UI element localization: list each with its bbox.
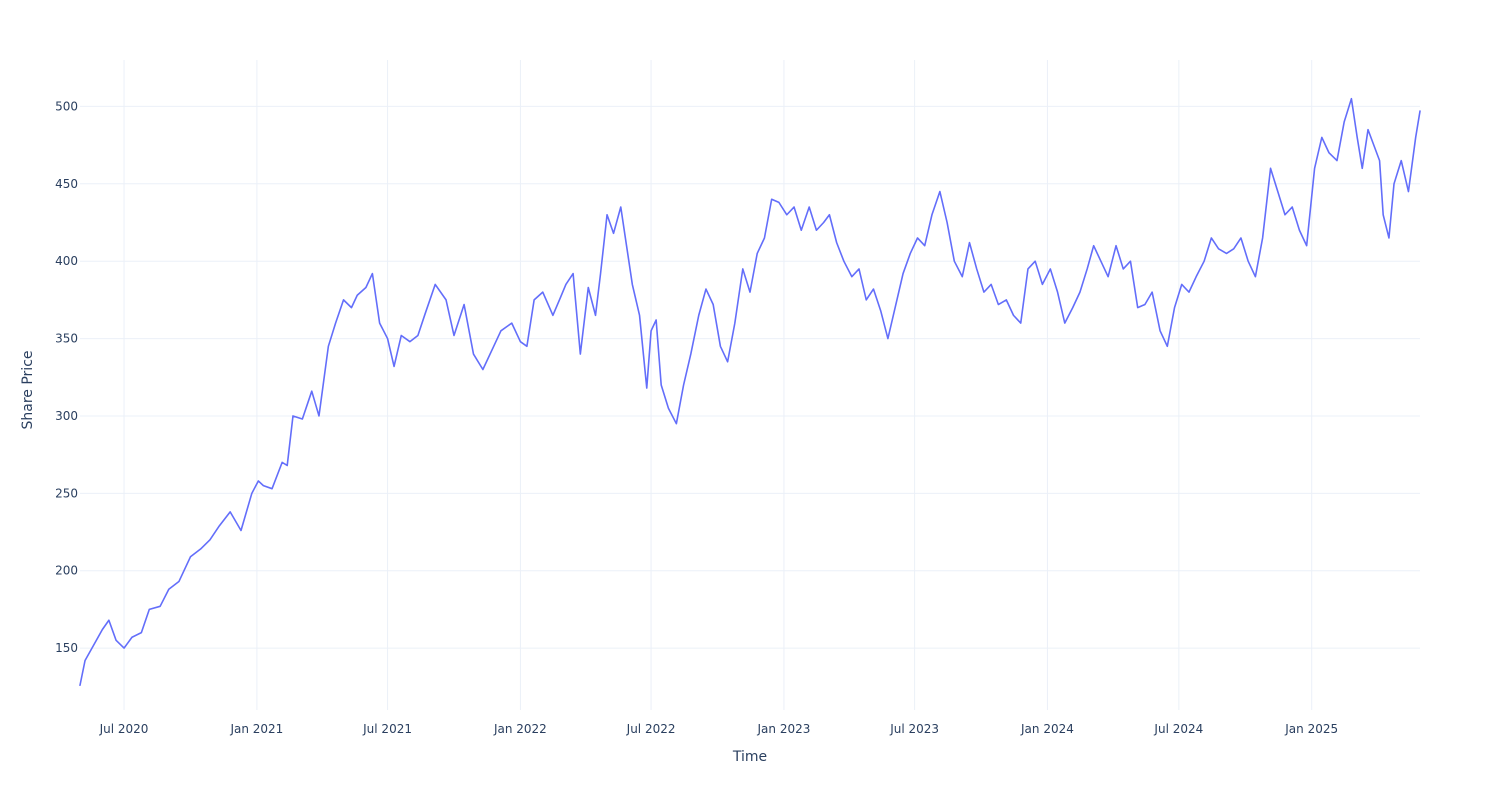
y-tick-label: 200 [55, 564, 78, 578]
x-axis-title: Time [732, 749, 767, 765]
y-tick-label: 350 [55, 332, 78, 346]
y-tick-label: 300 [55, 409, 78, 423]
y-tick-label: 150 [55, 641, 78, 655]
x-tick-label: Jul 2022 [626, 722, 676, 736]
y-tick-label: 450 [55, 177, 78, 191]
x-tick-label: Jul 2020 [99, 722, 149, 736]
x-tick-label: Jan 2023 [757, 722, 811, 736]
x-tick-label: Jul 2023 [889, 722, 939, 736]
x-tick-label: Jan 2021 [229, 722, 283, 736]
y-tick-label: 400 [55, 254, 78, 268]
y-tick-labels: 150 200 250 300 350 400 450 500 [55, 99, 78, 655]
x-tick-label: Jul 2024 [1153, 722, 1203, 736]
y-tick-label: 500 [55, 99, 78, 113]
x-tick-labels: Jul 2020 Jan 2021 Jul 2021 Jan 2022 Jul 2022… [99, 722, 1339, 736]
x-tick-label: Jul 2021 [362, 722, 412, 736]
plot-background [80, 60, 1420, 710]
x-gridlines [123, 60, 1313, 710]
share-price-series-line [79, 97, 1421, 687]
y-tick-label: 250 [55, 486, 78, 500]
x-tick-label: Jan 2022 [493, 722, 547, 736]
x-tick-label: Jan 2024 [1020, 722, 1074, 736]
x-tick-label: Jan 2025 [1284, 722, 1338, 736]
y-axis-title: Share Price [20, 350, 36, 429]
